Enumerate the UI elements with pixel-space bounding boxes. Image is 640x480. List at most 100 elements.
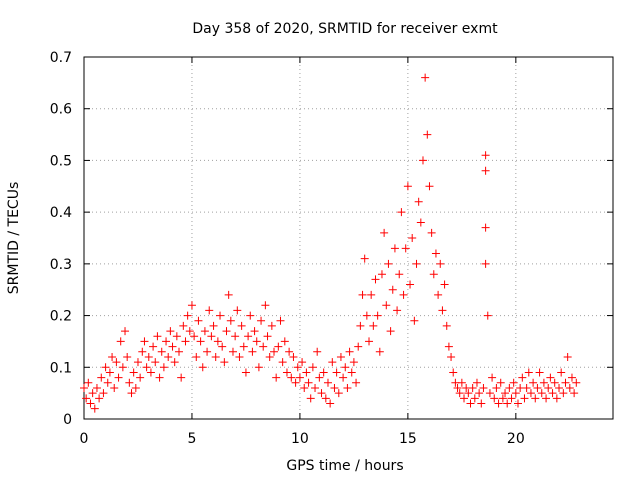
data-point — [211, 352, 220, 361]
data-point — [410, 316, 419, 325]
data-point — [343, 383, 352, 392]
data-point — [475, 389, 484, 398]
y-tick-label: 0.7 — [50, 50, 72, 66]
data-point — [235, 352, 244, 361]
data-point — [539, 378, 548, 387]
data-point — [418, 156, 427, 165]
data-point — [565, 383, 574, 392]
data-point — [179, 321, 188, 330]
data-point — [282, 368, 291, 377]
data-point — [306, 394, 315, 403]
data-point — [447, 352, 456, 361]
data-point — [494, 399, 503, 408]
data-point — [526, 389, 535, 398]
data-point — [371, 275, 380, 284]
data-point — [280, 337, 289, 346]
data-point — [80, 383, 88, 392]
data-point — [425, 182, 434, 191]
data-point — [138, 347, 147, 356]
data-point — [561, 378, 570, 387]
data-point — [557, 368, 566, 377]
x-tick-label: 10 — [291, 431, 309, 447]
data-point — [224, 290, 233, 299]
data-point — [403, 182, 412, 191]
data-point — [293, 363, 302, 372]
y-tick-label: 0.4 — [50, 205, 72, 221]
data-point — [233, 306, 242, 315]
data-point — [544, 383, 553, 392]
y-tick-label: 0.1 — [50, 360, 72, 376]
x-tick-label: 15 — [399, 431, 417, 447]
data-point — [369, 321, 378, 330]
data-point — [522, 383, 531, 392]
data-point — [149, 342, 158, 351]
y-tick-label: 0.2 — [50, 309, 72, 325]
data-point — [207, 332, 216, 341]
data-point — [438, 306, 447, 315]
data-point — [237, 321, 246, 330]
data-point — [162, 337, 171, 346]
data-point — [272, 373, 281, 382]
data-point — [300, 383, 309, 392]
data-point — [118, 363, 127, 372]
data-point — [92, 383, 101, 392]
data-point — [131, 383, 140, 392]
data-point — [185, 327, 194, 336]
data-point — [82, 394, 91, 403]
data-point — [386, 327, 395, 336]
data-point — [472, 378, 481, 387]
data-point — [559, 389, 568, 398]
data-point — [328, 358, 337, 367]
data-point — [542, 394, 551, 403]
data-point — [533, 383, 542, 392]
data-point — [116, 337, 125, 346]
data-point — [170, 358, 179, 367]
data-point — [254, 363, 263, 372]
data-point — [570, 389, 579, 398]
data-point — [414, 197, 423, 206]
ticks-layer — [83, 56, 613, 420]
data-point — [535, 368, 544, 377]
data-point — [358, 290, 367, 299]
data-point — [483, 311, 492, 320]
data-point — [330, 383, 339, 392]
data-point — [382, 301, 391, 310]
data-point — [354, 342, 363, 351]
data-point — [481, 223, 490, 232]
data-point — [164, 352, 173, 361]
data-point — [127, 389, 136, 398]
data-point — [550, 378, 559, 387]
data-point — [270, 347, 279, 356]
data-point — [302, 368, 311, 377]
data-point — [200, 327, 209, 336]
data-point — [481, 151, 490, 160]
data-point — [190, 332, 199, 341]
data-point — [263, 332, 272, 341]
data-point — [429, 270, 438, 279]
data-point — [326, 399, 335, 408]
data-point — [485, 389, 494, 398]
data-point — [341, 363, 350, 372]
data-point — [209, 321, 218, 330]
data-point — [278, 358, 287, 367]
data-point — [319, 368, 328, 377]
data-point — [397, 208, 406, 217]
data-point — [298, 358, 307, 367]
y-tick-label: 0.6 — [50, 102, 72, 118]
data-point — [172, 332, 181, 341]
data-point — [311, 383, 320, 392]
data-point — [393, 306, 402, 315]
data-point — [252, 337, 261, 346]
data-point — [496, 378, 505, 387]
data-point — [460, 394, 469, 403]
data-point — [520, 394, 529, 403]
data-point — [304, 378, 313, 387]
data-point — [289, 352, 298, 361]
data-point — [323, 378, 332, 387]
data-point — [440, 280, 449, 289]
data-point — [537, 389, 546, 398]
data-point — [142, 363, 151, 372]
data-point — [334, 389, 343, 398]
plot-frame — [83, 56, 614, 420]
data-point — [105, 368, 114, 377]
